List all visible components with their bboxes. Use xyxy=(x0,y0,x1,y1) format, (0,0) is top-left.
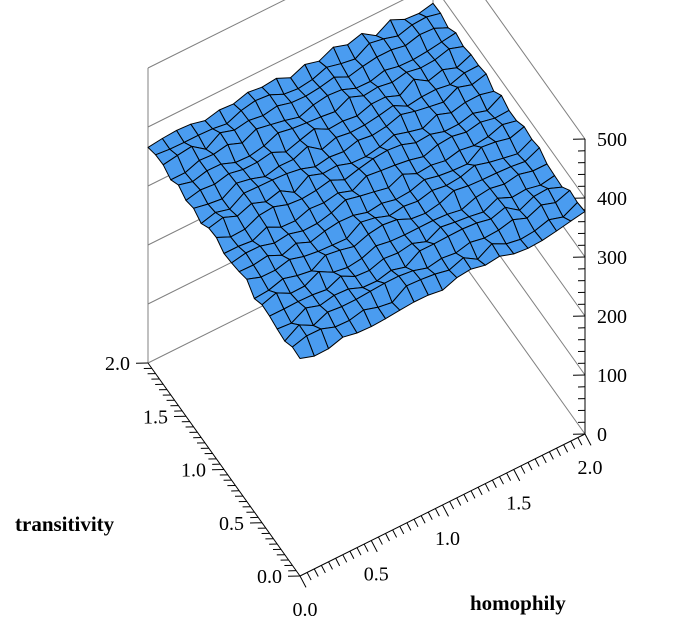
back-top-left xyxy=(147,0,286,69)
x-tick xyxy=(499,476,504,485)
x-tick xyxy=(434,508,440,517)
x-tick xyxy=(392,529,398,538)
x-tick xyxy=(470,490,476,499)
x-tick xyxy=(335,558,341,567)
z-tick-label: 400 xyxy=(597,188,627,210)
y-axis-title: transitivity xyxy=(15,512,115,536)
x-tick xyxy=(577,437,583,446)
x-tick xyxy=(313,568,319,577)
x-tick xyxy=(342,554,348,563)
x-tick xyxy=(456,497,462,506)
z-tick-label: 500 xyxy=(597,129,627,151)
x-tick xyxy=(563,444,569,453)
gridline-back-right xyxy=(443,0,586,199)
x-tick-label: 0.0 xyxy=(293,599,318,621)
x-tick xyxy=(513,469,521,482)
z-tick-label: 200 xyxy=(597,306,627,328)
y-tick-label: 0.5 xyxy=(219,513,244,535)
x-tick xyxy=(548,451,554,460)
x-tick xyxy=(413,518,419,528)
x-tick xyxy=(477,487,483,496)
gridline-back-left xyxy=(147,0,405,128)
x-tick xyxy=(556,447,561,457)
x-tick xyxy=(520,465,526,474)
x-tick xyxy=(406,522,412,531)
x-tick xyxy=(527,462,533,471)
y-tick-label: 2.0 xyxy=(105,353,130,375)
x-tick xyxy=(385,533,390,542)
y-tick-label: 1.5 xyxy=(143,406,168,428)
x-tick xyxy=(541,455,547,464)
x-tick xyxy=(427,511,433,520)
x-axis-title: homophily xyxy=(470,591,566,615)
x-tick-label: 0.5 xyxy=(364,564,389,586)
x-tick xyxy=(377,536,383,545)
x-tick xyxy=(491,479,497,488)
x-tick-label: 1.0 xyxy=(435,528,460,550)
surface-cell xyxy=(291,335,315,359)
back-top-right xyxy=(485,0,586,140)
x-tick xyxy=(484,483,490,492)
y-tick-label: 0.0 xyxy=(257,566,282,588)
x-tick xyxy=(449,501,455,510)
x-tick xyxy=(506,472,512,481)
x-tick xyxy=(442,504,449,517)
x-tick xyxy=(370,540,378,553)
x-tick xyxy=(328,561,333,570)
x-tick xyxy=(299,575,307,588)
x-tick xyxy=(356,547,362,556)
surface xyxy=(147,2,586,359)
x-tick-label: 2.0 xyxy=(578,457,603,479)
x-tick xyxy=(349,550,355,559)
z-tick-label: 300 xyxy=(597,247,627,269)
x-tick xyxy=(463,494,469,503)
x-tick xyxy=(399,526,405,535)
x-tick xyxy=(570,440,576,449)
x-tick xyxy=(306,572,312,581)
y-tick-label: 1.0 xyxy=(181,460,206,482)
x-tick xyxy=(534,458,540,467)
z-tick-label: 100 xyxy=(597,365,627,387)
x-tick-label: 1.5 xyxy=(506,493,531,515)
x-tick xyxy=(363,543,369,552)
z-tick-label: 0 xyxy=(597,424,607,446)
x-tick xyxy=(320,565,326,574)
axis-labels: 0.0 0.5 1.0 1.5 2.0 0.0 0.5 1.0 1.5 2.0 0 100 200 300… xyxy=(105,129,627,621)
x-tick xyxy=(584,433,592,446)
x-tick xyxy=(420,515,426,524)
